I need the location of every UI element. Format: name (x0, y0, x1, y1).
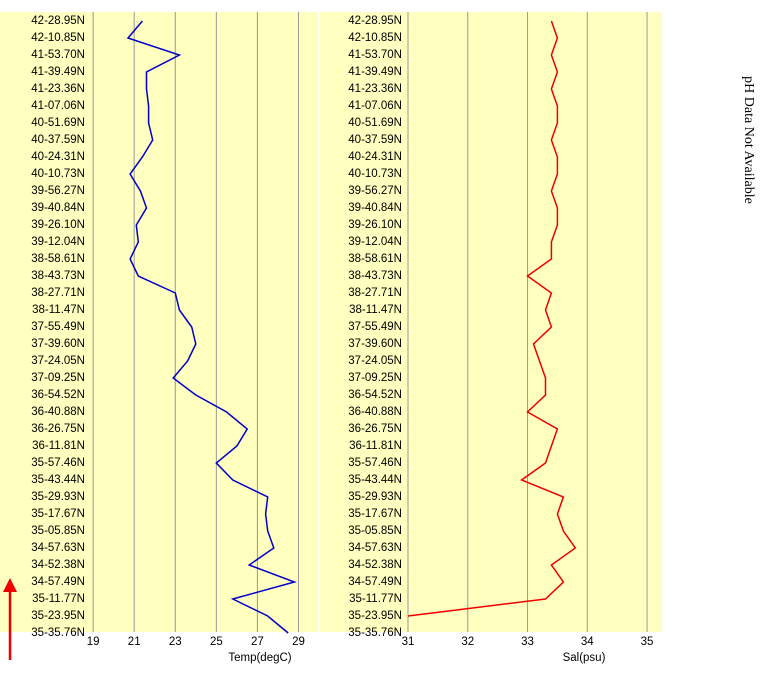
y-tick-label: 36-54.52N (348, 389, 402, 401)
y-tick-label: 39-12.04N (348, 236, 402, 248)
x-tick-label: 19 (87, 636, 100, 648)
y-tick-label: 41-39.49N (348, 66, 402, 78)
y-tick-label: 37-55.49N (348, 321, 402, 333)
y-tick-label: 40-51.69N (31, 117, 85, 129)
y-tick-label: 37-55.49N (31, 321, 85, 333)
y-tick-label: 41-39.49N (31, 66, 85, 78)
chart-panel: 31 32 33 34 35 42-28.95N 42-10.85N 41-53.70N 41-… (320, 12, 662, 664)
y-tick-label: 38-11.47N (32, 304, 85, 316)
y-tick-label: 40-37.59N (31, 134, 85, 146)
y-tick-label: 34-52.38N (348, 559, 402, 571)
y-tick-label: 41-07.06N (31, 100, 85, 112)
data-line (126, 20, 297, 634)
y-tick-label: 39-56.27N (31, 185, 85, 197)
x-tick-label: 29 (292, 636, 305, 648)
y-tick-label: 37-24.05N (348, 355, 402, 367)
y-tick-label: 37-39.60N (31, 338, 85, 350)
x-axis-label: Temp(degC) (228, 652, 291, 664)
y-tick-label: 40-10.73N (31, 168, 85, 180)
x-tick-label: 23 (169, 636, 182, 648)
y-tick-label: 34-52.38N (31, 559, 85, 571)
y-tick-label: 41-53.70N (31, 49, 85, 61)
y-tick-label: 35-17.67N (348, 508, 402, 520)
y-tick-label: 35-05.85N (348, 525, 402, 537)
y-tick-label: 35-43.44N (348, 474, 402, 486)
x-tick-label: 32 (461, 636, 474, 648)
x-tick-label: 33 (521, 636, 534, 648)
y-tick-label: 39-12.04N (31, 236, 85, 248)
y-tick-label: 42-28.95N (348, 15, 402, 27)
y-tick-label: 39-56.27N (348, 185, 402, 197)
panel-background (320, 12, 662, 632)
y-tick-label: 41-07.06N (348, 100, 402, 112)
y-tick-label: 38-27.71N (348, 287, 402, 299)
y-tick-label: 34-57.49N (348, 576, 402, 588)
y-tick-label: 35-23.95N (31, 610, 85, 622)
panel-background (0, 12, 318, 632)
y-tick-label: 35-23.95N (348, 610, 402, 622)
y-tick-label: 34-57.63N (348, 542, 402, 554)
y-tick-label: 38-43.73N (31, 270, 85, 282)
y-tick-label: 35-11.77N (32, 593, 85, 605)
x-tick-label: 31 (402, 636, 415, 648)
y-tick-label: 37-09.25N (31, 372, 85, 384)
direction-arrow (3, 578, 17, 660)
y-tick-label: 39-26.10N (348, 219, 402, 231)
y-tick-label: 36-26.75N (31, 423, 85, 435)
y-tick-label: 41-53.70N (348, 49, 402, 61)
y-tick-label: 35-17.67N (31, 508, 85, 520)
y-tick-label: 35-43.44N (31, 474, 85, 486)
y-tick-label: 40-10.73N (348, 168, 402, 180)
y-tick-label: 35-57.46N (31, 457, 85, 469)
y-tick-label: 34-57.63N (31, 542, 85, 554)
x-tick-label: 27 (251, 636, 264, 648)
x-tick-label: 21 (128, 636, 141, 648)
y-tick-label: 42-10.85N (348, 32, 402, 44)
charts: 19 21 23 25 27 29 42-28.95N 42-10.85N 41-53.70N 4… (0, 12, 662, 664)
y-tick-label: 35-35.76N (31, 627, 85, 639)
y-tick-label: 37-24.05N (31, 355, 85, 367)
x-tick-label: 34 (581, 636, 594, 648)
y-tick-label: 42-10.85N (31, 32, 85, 44)
y-tick-label: 41-23.36N (31, 83, 85, 95)
y-tick-label: 34-57.49N (31, 576, 85, 588)
arrow-head (3, 578, 17, 592)
y-tick-label: 37-39.60N (348, 338, 402, 350)
y-tick-label: 40-51.69N (348, 117, 402, 129)
side-note: pH Data Not Available (741, 76, 756, 204)
y-tick-label: 40-37.59N (348, 134, 402, 146)
y-tick-label: 38-27.71N (31, 287, 85, 299)
y-tick-label: 38-58.61N (348, 253, 402, 265)
y-tick-label: 35-57.46N (348, 457, 402, 469)
y-tick-label: 36-11.81N (349, 440, 402, 452)
chart-panel: 19 21 23 25 27 29 42-28.95N 42-10.85N 41-53.70N 4… (0, 12, 318, 664)
y-tick-label: 35-35.76N (348, 627, 402, 639)
y-tick-label: 42-28.95N (31, 15, 85, 27)
x-tick-label: 35 (641, 636, 654, 648)
data-line (407, 20, 577, 617)
y-tick-label: 36-40.88N (31, 406, 85, 418)
y-tick-label: 39-26.10N (31, 219, 85, 231)
y-tick-label: 35-29.93N (31, 491, 85, 503)
y-tick-label: 36-40.88N (348, 406, 402, 418)
y-tick-label: 36-26.75N (348, 423, 402, 435)
y-tick-label: 35-29.93N (348, 491, 402, 503)
y-tick-label: 40-24.31N (31, 151, 85, 163)
y-tick-label: 38-11.47N (349, 304, 402, 316)
y-tick-label: 36-54.52N (31, 389, 85, 401)
y-tick-label: 38-43.73N (348, 270, 402, 282)
y-tick-label: 38-58.61N (31, 253, 85, 265)
y-tick-label: 36-11.81N (32, 440, 85, 452)
x-axis-label: Sal(psu) (563, 652, 606, 664)
y-tick-label: 35-05.85N (31, 525, 85, 537)
x-tick-label: 25 (210, 636, 223, 648)
y-tick-label: 37-09.25N (348, 372, 402, 384)
y-tick-label: 41-23.36N (348, 83, 402, 95)
y-tick-label: 35-11.77N (349, 593, 402, 605)
y-tick-label: 39-40.84N (348, 202, 402, 214)
y-tick-label: 39-40.84N (31, 202, 85, 214)
y-tick-label: 40-24.31N (348, 151, 402, 163)
